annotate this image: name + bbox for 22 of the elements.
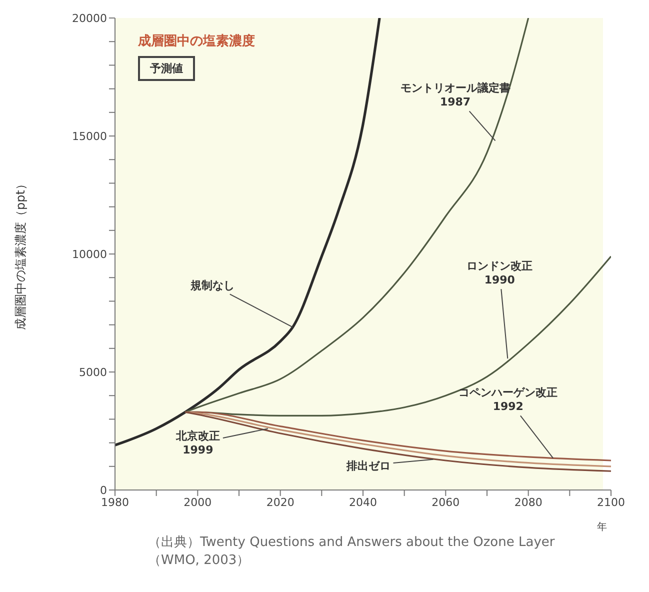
- annotation: 北京改正 1999: [174, 430, 220, 457]
- y-tick-label: 0: [100, 484, 107, 497]
- x-tick-label: 2100: [597, 496, 625, 509]
- y-axis-title: 成層圏中の塩素濃度（ppt）: [13, 178, 28, 330]
- text: 成層圏中の塩素濃度: [138, 32, 255, 50]
- x-tick-label: 2060: [432, 496, 460, 509]
- y-tick-label: 5000: [79, 366, 107, 379]
- x-axis-title: 年: [597, 521, 607, 533]
- annotation: コペンハーゲン改正 1992: [458, 386, 558, 414]
- y-tick-label: 20000: [72, 12, 107, 25]
- annotation: ロンドン改正 1990: [466, 260, 533, 287]
- y-tick-label: 10000: [72, 248, 107, 261]
- x-tick-label: 2040: [349, 496, 377, 509]
- annotation: 規制なし: [190, 279, 235, 292]
- x-tick-label: 1980: [101, 496, 129, 509]
- x-tick-label: 2020: [266, 496, 294, 509]
- text: （出典）Twenty Questions and Answers about the Ozone Layer （WMO, 2003）: [148, 534, 556, 570]
- y-tick-label: 15000: [72, 130, 107, 143]
- annotation: 予測値: [138, 56, 195, 81]
- annotation: 排出ゼロ: [345, 459, 390, 472]
- x-tick-label: 2080: [514, 496, 542, 509]
- x-tick-label: 2000: [184, 496, 212, 509]
